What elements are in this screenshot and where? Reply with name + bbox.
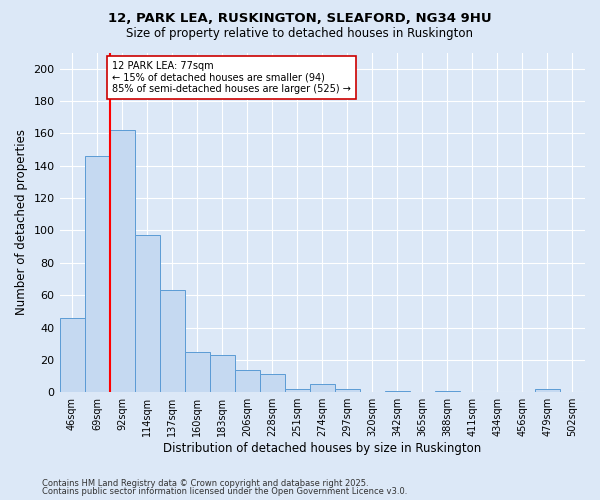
Bar xyxy=(85,156,110,392)
Text: Size of property relative to detached houses in Ruskington: Size of property relative to detached ho… xyxy=(127,28,473,40)
Text: 12 PARK LEA: 77sqm
← 15% of detached houses are smaller (94)
85% of semi-detache: 12 PARK LEA: 77sqm ← 15% of detached hou… xyxy=(112,60,351,94)
Bar xyxy=(209,355,235,392)
Text: Contains public sector information licensed under the Open Government Licence v3: Contains public sector information licen… xyxy=(42,487,407,496)
Bar xyxy=(335,389,360,392)
X-axis label: Distribution of detached houses by size in Ruskington: Distribution of detached houses by size … xyxy=(163,442,481,455)
Bar xyxy=(185,352,209,392)
Bar xyxy=(59,318,85,392)
Bar xyxy=(435,390,460,392)
Bar xyxy=(160,290,185,392)
Y-axis label: Number of detached properties: Number of detached properties xyxy=(15,130,28,316)
Bar xyxy=(260,374,285,392)
Bar xyxy=(110,130,134,392)
Text: Contains HM Land Registry data © Crown copyright and database right 2025.: Contains HM Land Registry data © Crown c… xyxy=(42,478,368,488)
Text: 12, PARK LEA, RUSKINGTON, SLEAFORD, NG34 9HU: 12, PARK LEA, RUSKINGTON, SLEAFORD, NG34… xyxy=(108,12,492,26)
Bar xyxy=(235,370,260,392)
Bar xyxy=(535,389,560,392)
Bar xyxy=(285,389,310,392)
Bar xyxy=(310,384,335,392)
Bar xyxy=(385,390,410,392)
Bar xyxy=(134,236,160,392)
